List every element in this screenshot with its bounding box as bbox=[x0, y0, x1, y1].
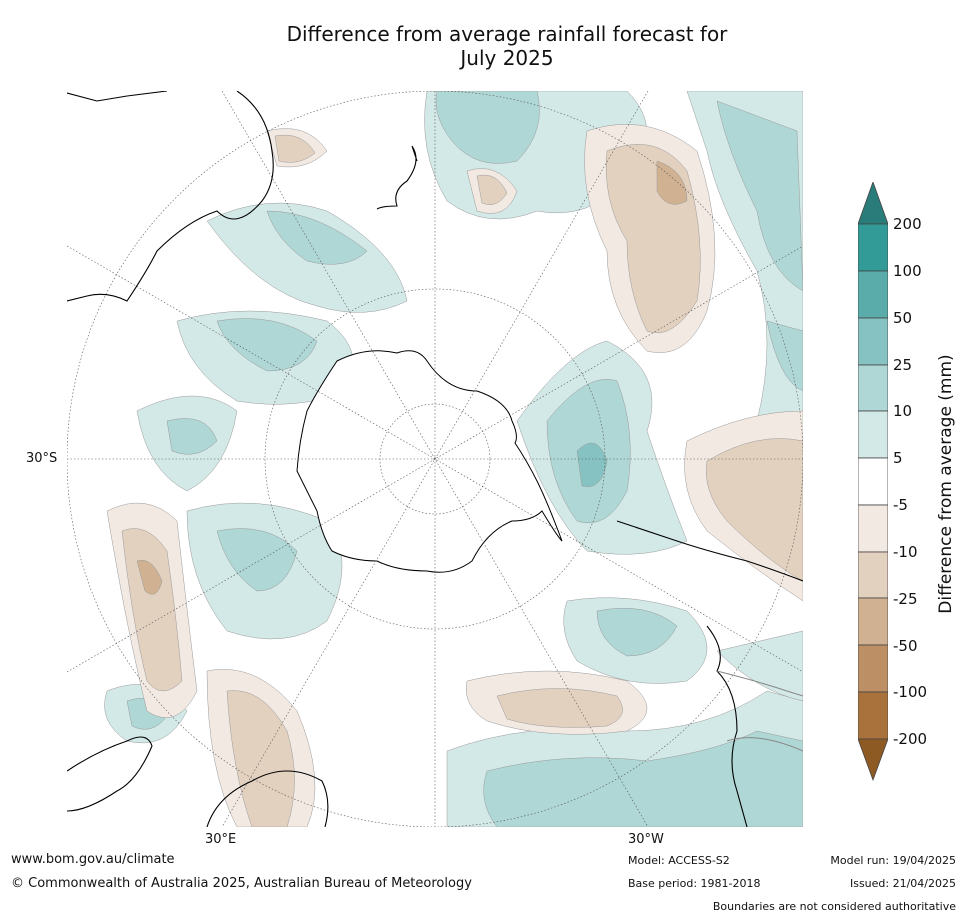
rainfall-anomaly-map bbox=[67, 91, 803, 827]
model-text: Model: ACCESS-S2 bbox=[628, 854, 730, 867]
colorbar-band-5-10 bbox=[858, 410, 888, 459]
copyright-text: © Commonwealth of Australia 2025, Austra… bbox=[11, 876, 472, 891]
colorbar-band-n100-n200 bbox=[858, 691, 888, 740]
colorbar-band-25-50 bbox=[858, 317, 888, 366]
colorbar-title: Difference from average (mm) bbox=[936, 354, 956, 614]
colorbar-band-n25-n50 bbox=[858, 597, 888, 646]
colorbar-tick: -5 bbox=[893, 496, 908, 514]
colorbar-tick: 200 bbox=[893, 215, 922, 233]
colorbar-under-arrow bbox=[858, 738, 888, 782]
colorbar-tick: 100 bbox=[893, 262, 922, 280]
coastlines bbox=[67, 91, 803, 827]
colorbar-tick: 25 bbox=[893, 356, 913, 374]
colorbar-over-arrow bbox=[858, 182, 888, 225]
website-link[interactable]: www.bom.gov.au/climate bbox=[11, 852, 175, 867]
lon-label-30e: 30°E bbox=[205, 832, 237, 847]
lat-label-30s: 30°S bbox=[26, 451, 58, 466]
colorbar-band-10-25 bbox=[858, 364, 888, 412]
colorbar bbox=[858, 182, 888, 782]
colorbar-band-n10-n25 bbox=[858, 551, 888, 599]
colorbar-tick: -200 bbox=[893, 730, 928, 748]
colorbar-tick: -10 bbox=[893, 543, 918, 561]
disclaimer-text: Boundaries are not considered authoritat… bbox=[712, 900, 956, 913]
colorbar-band-100-200 bbox=[858, 223, 888, 272]
colorbar-tick: -25 bbox=[893, 590, 918, 608]
colorbar-band-n50-n100 bbox=[858, 644, 888, 693]
chart-title: Difference from average rainfall forecas… bbox=[200, 22, 814, 70]
lon-label-30w: 30°W bbox=[628, 832, 664, 847]
colorbar-tick: 10 bbox=[893, 402, 913, 420]
colorbar-band-neutral bbox=[858, 457, 888, 506]
issued-text: Issued: 21/04/2025 bbox=[849, 877, 956, 890]
colorbar-tick: -100 bbox=[893, 683, 928, 701]
colorbar-tick: 50 bbox=[893, 309, 913, 327]
colorbar-band-n5-n10 bbox=[858, 504, 888, 553]
anomaly-shading bbox=[104, 91, 803, 827]
graticule bbox=[67, 91, 803, 827]
title-line-2: July 2025 bbox=[460, 46, 554, 70]
model-run-text: Model run: 19/04/2025 bbox=[830, 854, 956, 867]
colorbar-tick: -50 bbox=[893, 637, 918, 655]
base-period-text: Base period: 1981-2018 bbox=[628, 877, 761, 890]
title-line-1: Difference from average rainfall forecas… bbox=[286, 22, 728, 46]
antarctica-outline bbox=[296, 350, 563, 573]
colorbar-band-50-100 bbox=[858, 270, 888, 319]
colorbar-tick: 5 bbox=[893, 449, 903, 467]
